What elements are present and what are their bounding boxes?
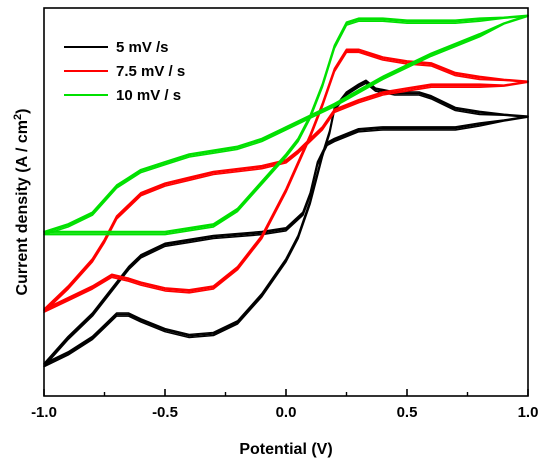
series-10-mv-s-cycle-3 [43, 14, 529, 233]
legend-label-7-5mv: 7.5 mV / s [116, 63, 185, 80]
legend-label-5mv: 5 mV /s [116, 39, 169, 56]
x-tick-label: -1.0 [31, 404, 57, 421]
legend: 5 mV /s 7.5 mV / s 10 mV / s [64, 39, 185, 104]
series-7-5-mv-s-cycle-2 [43, 51, 529, 313]
y-axis-title-close: ) [14, 109, 31, 114]
x-axis: -1.0 -0.5 0.0 0.5 1.0 [31, 389, 538, 421]
x-tick-label: 0.5 [397, 404, 418, 421]
series-5-mv-s-cycle-3 [43, 79, 529, 365]
x-tick-label: 1.0 [518, 404, 539, 421]
y-axis-title-main: Current density (A / cm [14, 120, 31, 295]
series-10-mv-s-cycle-1 [43, 15, 529, 234]
x-tick-label: 0.0 [276, 404, 297, 421]
y-axis-title: Current density (A / cm2) [12, 109, 31, 296]
series-5-mv-s-cycle-2 [43, 82, 529, 368]
x-tick-label: -0.5 [152, 404, 178, 421]
series-10-mv-s-cycle-2 [43, 15, 529, 236]
legend-label-10mv: 10 mV / s [116, 87, 181, 104]
x-axis-title: Potential (V) [239, 441, 332, 458]
series-5-mv-s-cycle-1 [43, 80, 529, 366]
series-7-5-mv-s-cycle-3 [43, 48, 529, 310]
y-axis-title-superscript: 2 [12, 114, 24, 120]
series-layer [43, 14, 529, 368]
